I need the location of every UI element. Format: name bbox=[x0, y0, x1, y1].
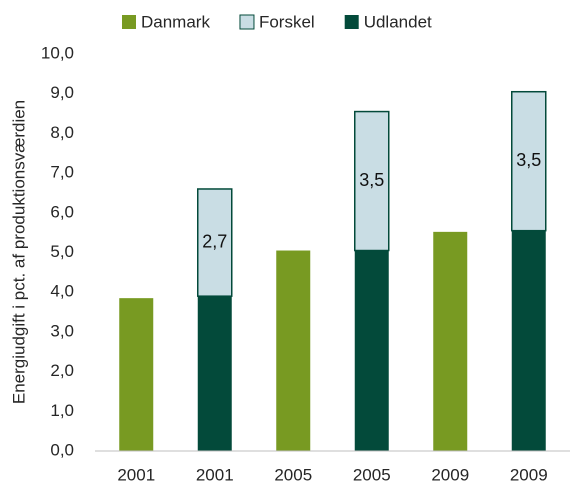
y-tick-label: 9,0 bbox=[50, 83, 74, 102]
bar-segment bbox=[354, 110, 390, 252]
y-tick-label: 6,0 bbox=[50, 202, 74, 221]
y-tick-label: 7,0 bbox=[50, 163, 74, 182]
y-tick-label: 0,0 bbox=[50, 440, 74, 459]
x-tick-label: 2001 bbox=[196, 465, 234, 484]
x-tick-label: 2001 bbox=[117, 465, 155, 484]
legend-swatch bbox=[344, 15, 359, 29]
x-tick-label: 2005 bbox=[353, 465, 391, 484]
y-tick-label: 4,0 bbox=[50, 282, 74, 301]
legend-label: Forskel bbox=[259, 12, 315, 31]
y-tick-label: 5,0 bbox=[50, 242, 74, 261]
bar-segment bbox=[511, 230, 546, 451]
legend-swatch bbox=[239, 14, 255, 30]
bar-segment bbox=[197, 296, 232, 451]
y-tick-label: 2,0 bbox=[50, 361, 74, 380]
x-tick-label: 2005 bbox=[274, 465, 312, 484]
y-axis-title: Energiudgift i pct. af produktionsværdie… bbox=[9, 100, 28, 404]
legend-swatch bbox=[122, 15, 136, 29]
data-label: 3,5 bbox=[516, 150, 541, 170]
x-tick-label: 2009 bbox=[431, 465, 469, 484]
x-tick-label: 2009 bbox=[510, 465, 548, 484]
y-tick-label: 8,0 bbox=[50, 123, 74, 142]
data-label: 2,7 bbox=[202, 231, 227, 251]
bar-segment bbox=[119, 298, 154, 451]
y-tick-label: 1,0 bbox=[50, 401, 74, 420]
bar-segment bbox=[276, 250, 311, 451]
legend-label: Udlandet bbox=[364, 12, 432, 31]
bar-segment bbox=[433, 231, 468, 451]
bar-segment bbox=[354, 250, 389, 451]
bar-segment bbox=[511, 90, 547, 232]
y-tick-label: 10,0 bbox=[41, 43, 74, 62]
data-label: 3,5 bbox=[359, 170, 384, 190]
y-tick-label: 3,0 bbox=[50, 321, 74, 340]
legend-label: Danmark bbox=[141, 12, 210, 31]
bar-segment bbox=[197, 188, 233, 297]
